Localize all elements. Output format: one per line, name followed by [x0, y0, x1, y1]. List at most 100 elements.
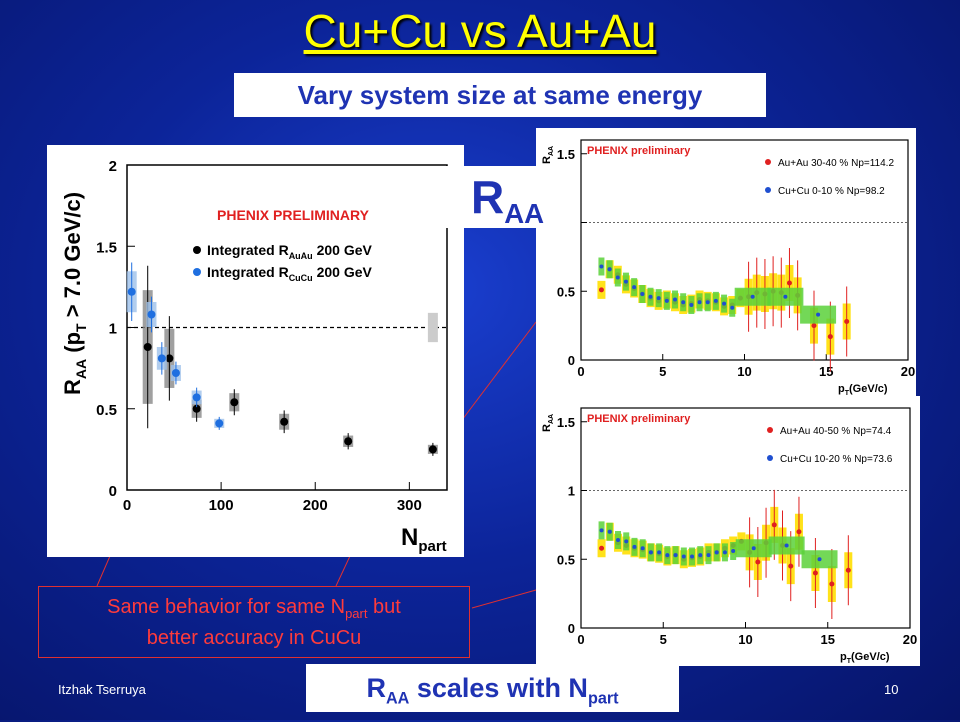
y-tick-label: 1.5 [557, 415, 575, 430]
data-point-cucu [750, 294, 755, 299]
data-point-cucu [690, 554, 695, 559]
y-axis-sub: AA [548, 146, 555, 156]
data-point [280, 417, 289, 426]
data-point [157, 354, 166, 363]
note-line1-pre: Same behavior for same N [107, 596, 346, 618]
chart-label: PHENIX preliminary [587, 145, 691, 157]
x-tick-label: 15 [819, 364, 833, 379]
data-point-cucu [713, 298, 718, 303]
slide-title: Cu+Cu vs Au+Au [303, 5, 657, 57]
legend-text-post: 200 GeV [313, 264, 373, 280]
data-point-auau [755, 559, 761, 565]
ylabel-rest: (p [60, 332, 85, 359]
data-point-cucu [697, 300, 702, 305]
y-axis-label: RAA [541, 146, 555, 164]
note-line2: better accuracy in CuCu [146, 627, 362, 649]
data-point-cucu [599, 264, 604, 269]
legend-text-post: 200 GeV [313, 242, 373, 258]
x-tick-label: 5 [660, 632, 667, 647]
data-point-cucu [689, 303, 694, 307]
data-point [344, 437, 353, 446]
legend-entry: Integrated RCuCu 200 GeV [207, 264, 373, 283]
data-point [192, 404, 201, 413]
legend-marker [193, 268, 201, 276]
data-point-auau [599, 545, 605, 551]
pt-chart-bottom: 0 0.5 1 1.5 0 5 10 15 20 RAA pT(GeV/c) PHENIX preli… [541, 407, 917, 665]
x-tick-label: 10 [737, 364, 751, 379]
x-tick-label: 0 [123, 497, 131, 514]
ylabel-sub2: T [73, 323, 89, 332]
raa-label-box: RAA [440, 166, 575, 228]
legend-sub: AuAu [289, 251, 313, 261]
data-point-auau [788, 563, 794, 569]
page-number: 10 [884, 682, 899, 697]
ylabel-main: R [60, 379, 85, 395]
data-point-cucu [817, 557, 822, 562]
left-x-axis-label: Npart [401, 524, 447, 555]
data-point [230, 398, 239, 407]
legend-sub: CuCu [289, 273, 313, 283]
left-plot-area: 0 0.5 1 1.5 2 0 100 200 300 [96, 158, 448, 514]
data-point-cucu [714, 550, 719, 555]
data-point-cucu [731, 549, 736, 553]
data-point-cucu [648, 294, 653, 299]
x-axis-main: p [838, 383, 845, 395]
data-point-cucu [656, 296, 661, 301]
y-axis-sub: AA [548, 414, 555, 424]
data-point-cucu [816, 312, 821, 317]
normalization-box [427, 312, 438, 343]
data-point-cucu [607, 529, 612, 534]
chart-label: PHENIX preliminary [587, 413, 691, 425]
legend-entry: Cu+Cu 0-10 % Np=98.2 [778, 186, 885, 197]
note-line1-post: but [367, 596, 401, 618]
data-point-cucu [632, 544, 637, 549]
x-tick-label: 200 [303, 497, 328, 514]
bottom-mid: scales with N [409, 673, 588, 703]
bottom-n-sub: part [587, 689, 619, 708]
data-point [428, 445, 437, 454]
y-tick-label: 0 [568, 621, 575, 636]
data-point-auau [771, 522, 777, 528]
data-point-cucu [615, 275, 620, 280]
plot-frame [580, 407, 911, 629]
data-point-cucu [640, 292, 645, 296]
connector-line [96, 555, 111, 587]
subtitle-box: Vary system size at same energy [234, 73, 766, 117]
y-tick-label: 2 [109, 158, 117, 175]
note-line1-sub: part [345, 606, 368, 621]
x-axis-main: p [840, 651, 847, 663]
bottom-r-sub: AA [385, 689, 410, 708]
data-point [127, 287, 136, 296]
y-tick-label: 0.5 [96, 402, 117, 419]
data-point-cucu [751, 546, 756, 551]
data-point-cucu [722, 550, 727, 555]
legend-entry: Cu+Cu 10-20 % Np=73.6 [780, 454, 893, 465]
y-tick-label: 0 [109, 483, 117, 500]
note-box: Same behavior for same Npart but better … [38, 586, 470, 658]
legend-marker [767, 427, 773, 433]
x-tick-label: 20 [903, 632, 917, 647]
data-point-auau [829, 581, 835, 587]
data-point [143, 343, 152, 351]
data-point-cucu [698, 553, 703, 558]
data-point-cucu [624, 539, 629, 544]
left-y-axis-label: RAA (pT > 7.0 GeV/c) [60, 192, 89, 395]
y-tick-label: 0 [568, 353, 575, 368]
legend-marker [193, 246, 201, 254]
ylabel-end: > 7.0 GeV/c) [60, 192, 85, 323]
y-axis-main: R [541, 156, 553, 164]
x-tick-label: 0 [577, 632, 584, 647]
x-tick-label: 15 [821, 632, 835, 647]
data-point-cucu [648, 550, 653, 555]
x-tick-label: 100 [209, 497, 234, 514]
plot-frame [580, 139, 909, 361]
data-point-cucu [664, 298, 669, 303]
xlabel-sub: part [418, 538, 446, 555]
data-point-cucu [706, 553, 711, 558]
data-point [171, 369, 180, 377]
data-point-cucu [681, 554, 686, 559]
ylabel-sub: AA [73, 359, 89, 379]
